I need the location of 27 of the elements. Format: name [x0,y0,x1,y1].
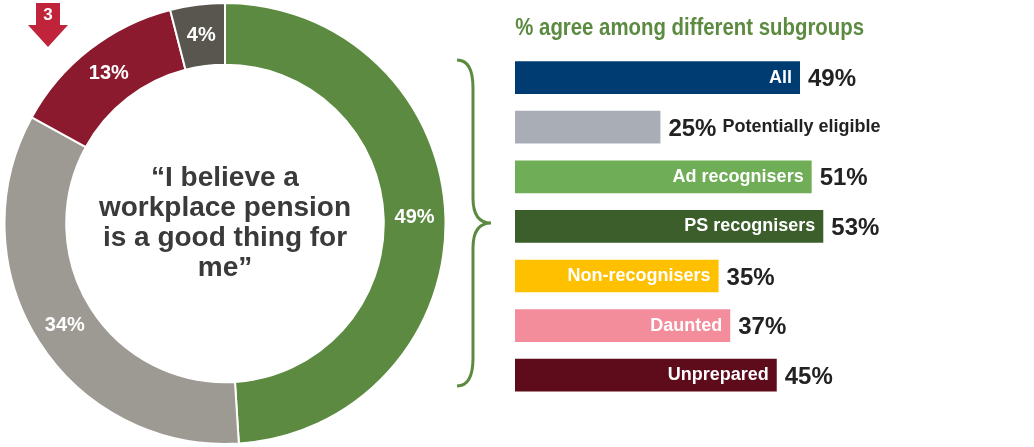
bar [515,210,824,243]
chart-title: % agree among different subgroups [515,13,864,41]
bar [515,309,731,342]
data-label: 49% [394,205,435,228]
y-tick-label: All [769,66,793,87]
y-tick-label: Non-recognisers [567,264,711,285]
arrow-icon: 3 [28,3,68,47]
data-label: 37% [738,312,787,340]
bar [515,61,801,94]
y-tick-label: Ad recognisers [672,165,804,186]
y-tick-label: PS recognisers [684,215,816,236]
data-label: 51% [819,163,868,191]
data-label: 13% [88,61,129,84]
data-label: 35% [726,262,775,290]
bar [515,110,661,144]
data-label: 25% [668,113,717,141]
y-tick-label: Unprepared [667,364,769,385]
data-label: 49% [808,64,857,92]
data-label: 4% [186,22,216,45]
data-label: 53% [831,213,880,241]
data-label: 34% [44,312,86,335]
bar [515,358,777,392]
data-label: 45% [784,361,833,389]
text: “I believe a workplace pension is a good thing for me” [97,161,352,283]
y-tick-label: Potentially eligible [722,116,881,137]
y-tick-label: Daunted [650,314,723,335]
bar [515,160,812,194]
